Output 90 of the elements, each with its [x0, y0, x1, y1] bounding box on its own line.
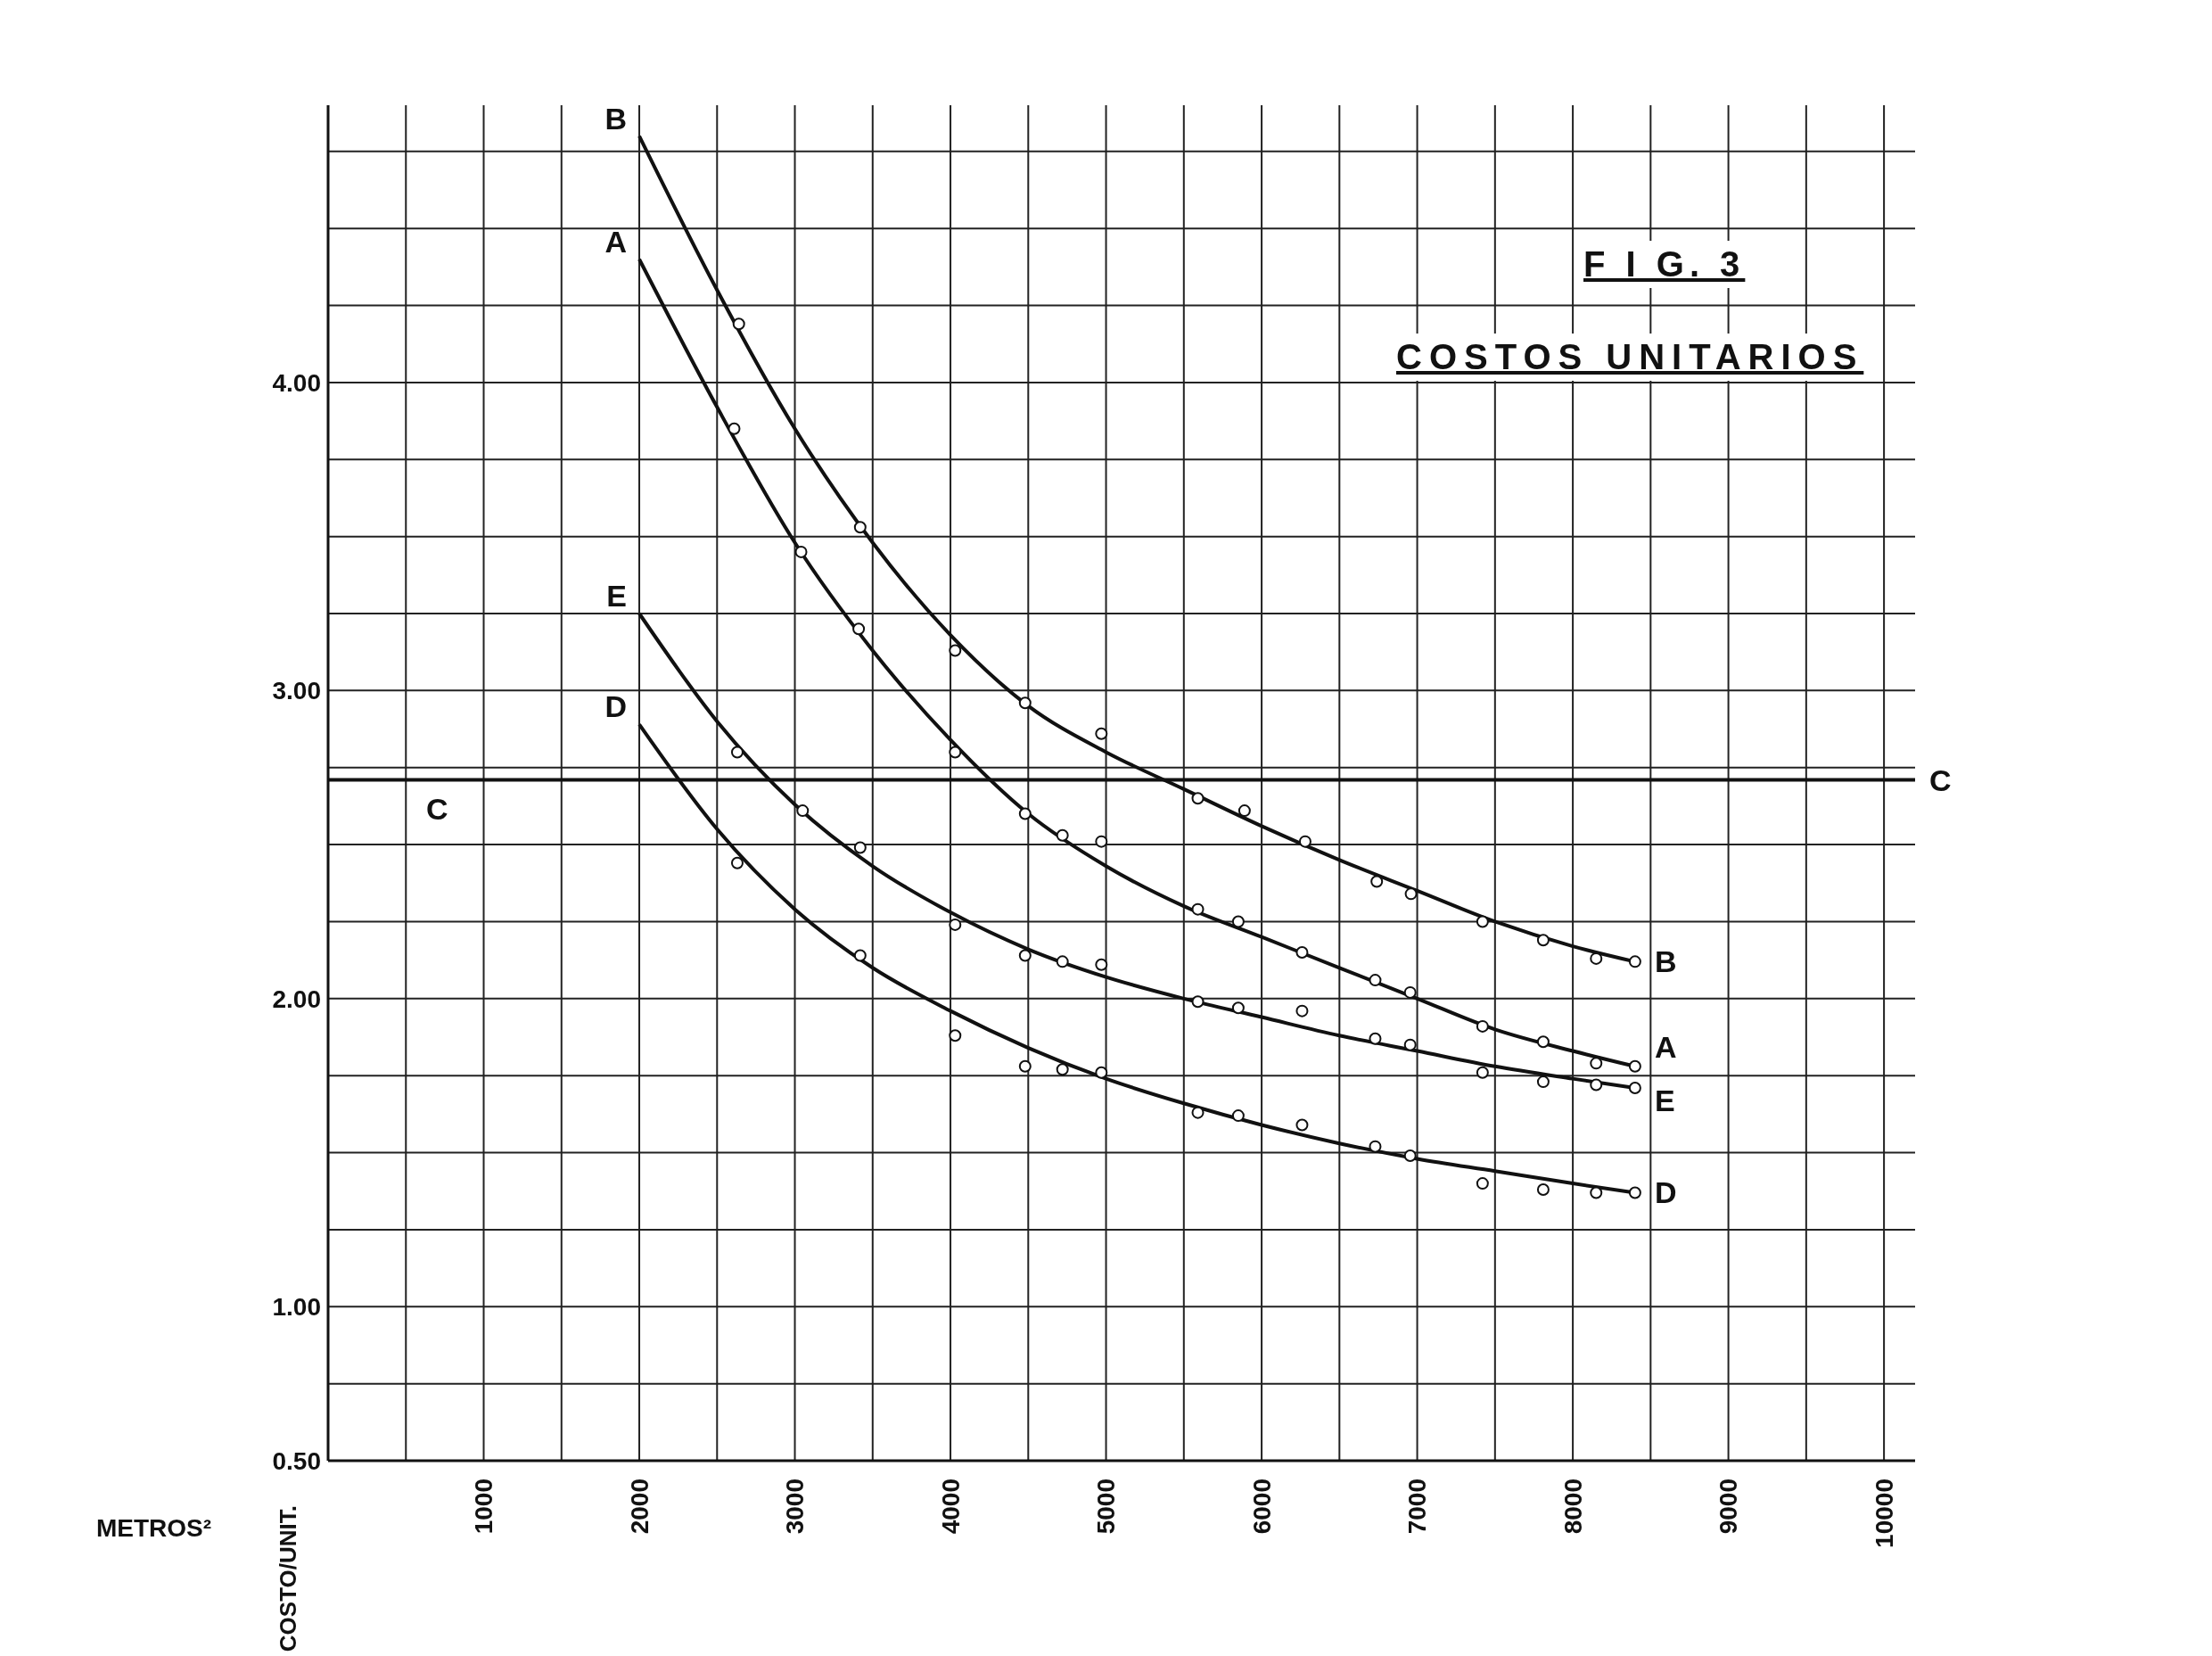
text: COSTOS UNITARIOS [1389, 334, 1871, 381]
point [1095, 727, 1108, 740]
point [949, 1029, 962, 1042]
x-tick-label: 2000 [625, 1479, 654, 1535]
point [1018, 807, 1032, 820]
point [1590, 1186, 1603, 1199]
x-tick-label: 3000 [781, 1479, 810, 1535]
point [1476, 1177, 1489, 1191]
text: B [1654, 944, 1677, 979]
point [1369, 1032, 1382, 1045]
point [1536, 1075, 1550, 1089]
point [1628, 1186, 1641, 1199]
point [1056, 828, 1069, 842]
point [852, 622, 866, 636]
point [1628, 1059, 1641, 1073]
point [853, 521, 867, 534]
point [1191, 902, 1205, 916]
series-label: E [606, 579, 628, 613]
point [730, 746, 744, 759]
point [1476, 1066, 1489, 1079]
point [1056, 955, 1069, 968]
point [794, 545, 808, 558]
point [1191, 995, 1205, 1009]
point [853, 949, 867, 962]
point [853, 841, 867, 854]
point [732, 317, 745, 331]
x-tick-label: 7000 [1403, 1479, 1432, 1535]
text: F I G. 3 [1576, 241, 1753, 288]
y-tick-label: 1.00 [272, 1293, 321, 1322]
point [1231, 1001, 1245, 1015]
point [1628, 1082, 1641, 1094]
point [1095, 958, 1108, 971]
point [1056, 1063, 1069, 1076]
point [1536, 1183, 1550, 1196]
point [1018, 1059, 1032, 1073]
text: D [1654, 1175, 1677, 1210]
point [1536, 934, 1550, 947]
y-tick-label: 4.00 [272, 368, 321, 397]
text: METROS² [96, 1514, 212, 1543]
x-tick-label: 9000 [1715, 1479, 1743, 1535]
series-label: B [604, 101, 628, 136]
point [1238, 804, 1251, 818]
x-tick-label: 1000 [470, 1479, 498, 1535]
point [1404, 887, 1418, 901]
series-label: D [604, 689, 628, 724]
point [730, 856, 744, 869]
point [1191, 1106, 1205, 1119]
point [1370, 875, 1384, 888]
point [1295, 946, 1309, 959]
point [1590, 1057, 1603, 1070]
point [1191, 792, 1205, 805]
point [1403, 1149, 1417, 1162]
point [1231, 915, 1245, 928]
point [796, 804, 810, 818]
point [1628, 955, 1641, 968]
point [1095, 835, 1108, 848]
point [1295, 1118, 1309, 1132]
series-label: A [604, 224, 628, 259]
point [1369, 974, 1382, 987]
text: A [1654, 1029, 1677, 1064]
point [1018, 949, 1032, 962]
x-tick-label: 8000 [1558, 1479, 1587, 1535]
y-tick-label: 2.00 [272, 985, 321, 1013]
point [1476, 915, 1489, 928]
point [949, 918, 962, 931]
point [1018, 696, 1032, 710]
point [1403, 1038, 1417, 1051]
point [1298, 835, 1312, 848]
point [1403, 985, 1417, 999]
point [1476, 1019, 1489, 1033]
point [1095, 1066, 1108, 1079]
annotation: C [426, 792, 448, 827]
y-tick-label: 3.00 [272, 677, 321, 705]
text: COSTO/UNIT. [275, 1505, 302, 1652]
point [1369, 1140, 1382, 1153]
text: E [1654, 1083, 1675, 1117]
x-tick-label: 10000 [1870, 1479, 1898, 1548]
ref-line-label: C [1929, 762, 1952, 797]
x-tick-label: 5000 [1092, 1479, 1121, 1535]
x-tick-label: 4000 [936, 1479, 965, 1535]
point [949, 644, 962, 657]
point [728, 422, 741, 435]
point [1590, 952, 1603, 965]
x-tick-label: 6000 [1247, 1479, 1276, 1535]
point [1536, 1035, 1550, 1049]
point [1590, 1078, 1603, 1092]
point [949, 746, 962, 759]
point [1295, 1004, 1309, 1017]
y-tick-label: 0.50 [272, 1446, 321, 1475]
point [1231, 1109, 1245, 1123]
